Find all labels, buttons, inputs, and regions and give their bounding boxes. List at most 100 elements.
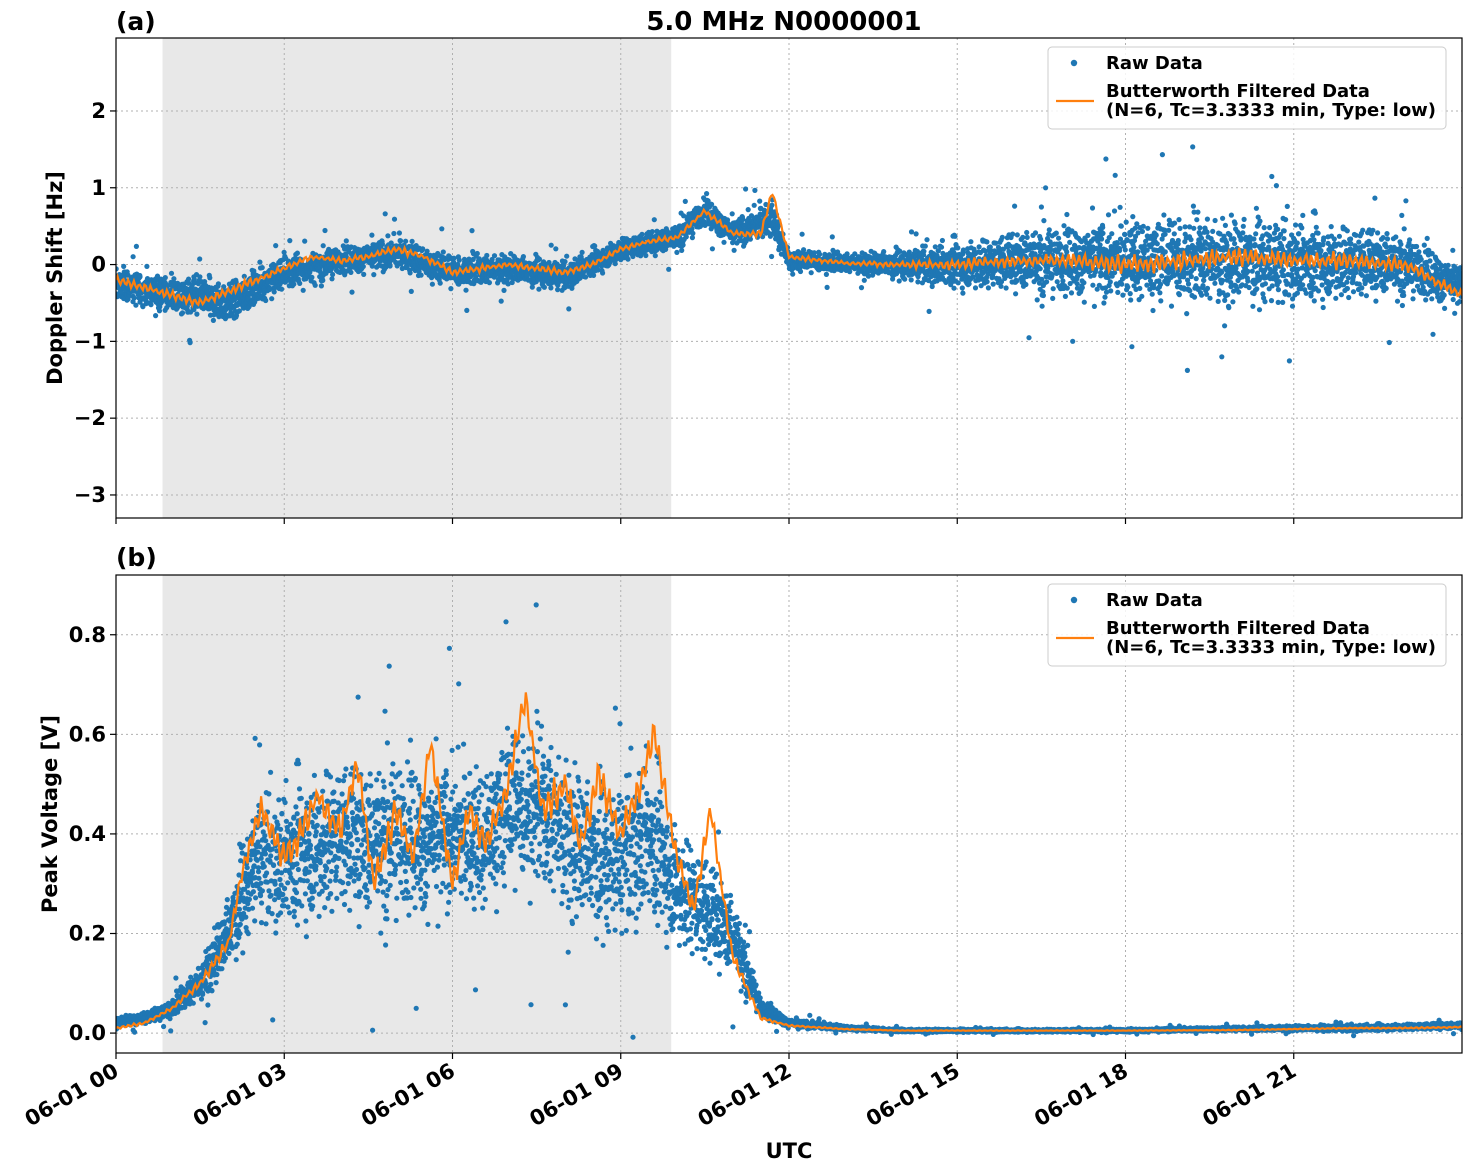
raw-data-point (391, 216, 398, 222)
raw-data-point (221, 284, 227, 290)
raw-data-point (1117, 204, 1123, 210)
raw-data-point (1131, 237, 1138, 244)
raw-data-point (1063, 244, 1069, 250)
raw-data-point (207, 275, 213, 281)
raw-data-point (116, 266, 119, 272)
raw-data-point (757, 198, 763, 204)
raw-data-point (649, 229, 655, 235)
raw-data-point (1053, 230, 1059, 236)
panel-a-ylabel: Doppler Shift [Hz] (43, 171, 67, 385)
raw-data-point (926, 308, 932, 314)
raw-data-point (740, 216, 746, 222)
raw-data-point (938, 244, 945, 250)
raw-data-point (409, 238, 415, 244)
raw-data-point (751, 202, 757, 208)
raw-data-point (1058, 243, 1064, 249)
raw-data-point (1100, 230, 1106, 236)
raw-data-point (1100, 224, 1106, 230)
raw-data-point (1079, 285, 1085, 291)
raw-data-point (424, 248, 430, 254)
raw-data-point (133, 243, 139, 249)
raw-data-point (763, 201, 769, 208)
raw-data-point (125, 272, 131, 278)
raw-data-point (1039, 276, 1045, 282)
raw-data-point (267, 285, 273, 291)
raw-data-point (972, 285, 979, 291)
raw-data-point (743, 186, 749, 192)
raw-data-point (562, 259, 568, 265)
raw-data-point (998, 279, 1005, 285)
raw-data-point (652, 253, 658, 259)
raw-data-point (1044, 279, 1050, 285)
raw-data-point (541, 284, 548, 290)
raw-data-point (985, 285, 992, 291)
raw-data-point (861, 277, 867, 283)
raw-data-point (229, 311, 235, 317)
raw-data-point (1115, 289, 1121, 295)
raw-data-point (273, 243, 279, 249)
raw-data-point (564, 253, 570, 259)
raw-data-point (1116, 248, 1123, 254)
raw-data-point (1013, 291, 1019, 297)
raw-data-point (269, 296, 275, 302)
x-axis-label: UTC (766, 1139, 813, 1163)
raw-data-point (592, 243, 598, 249)
raw-data-point (1125, 284, 1131, 290)
raw-data-point (387, 263, 393, 269)
raw-data-point (960, 247, 967, 253)
raw-data-point (915, 279, 921, 285)
raw-data-point (271, 289, 277, 295)
raw-data-point (674, 249, 680, 255)
raw-data-point (360, 263, 366, 270)
raw-data-point (1122, 231, 1128, 238)
raw-data-point (1094, 286, 1100, 292)
raw-data-point (729, 211, 735, 217)
raw-data-point (1127, 291, 1133, 297)
raw-data-point (361, 271, 367, 277)
raw-data-point (1093, 267, 1099, 273)
raw-data-point (1112, 270, 1118, 276)
raw-data-point (799, 231, 805, 237)
raw-data-point (1141, 243, 1148, 249)
raw-data-point (420, 246, 426, 252)
raw-data-point (1123, 219, 1129, 225)
raw-data-point (330, 271, 336, 278)
raw-data-point (215, 281, 221, 287)
raw-data-point (747, 236, 754, 242)
raw-data-point (548, 242, 554, 248)
raw-data-point (960, 290, 966, 296)
raw-data-point (1107, 279, 1113, 285)
raw-data-point (263, 297, 269, 304)
raw-data-point (709, 201, 715, 207)
raw-data-point (1131, 244, 1137, 250)
raw-data-point (1036, 280, 1043, 286)
raw-data-point (1106, 235, 1112, 241)
raw-data-point (236, 308, 242, 314)
raw-data-point (955, 245, 961, 251)
raw-data-point (988, 247, 994, 253)
raw-data-point (1137, 285, 1143, 291)
raw-data-point (1105, 275, 1111, 281)
panel-b-ylabel: Peak Voltage [V] (38, 715, 62, 913)
raw-data-point (320, 243, 326, 249)
raw-data-point (1056, 235, 1062, 241)
raw-data-point (579, 249, 585, 255)
raw-data-point (908, 229, 915, 235)
raw-data-point (548, 285, 554, 291)
raw-data-point (852, 251, 858, 257)
raw-data-point (251, 268, 257, 274)
raw-data-point (1024, 234, 1030, 240)
raw-data-point (1040, 292, 1046, 299)
raw-data-point (505, 281, 511, 287)
raw-data-point (385, 233, 391, 239)
raw-data-point (1067, 280, 1073, 287)
raw-data-point (1090, 282, 1096, 288)
raw-data-point (1120, 292, 1126, 298)
raw-data-point (391, 230, 397, 237)
raw-data-point (1118, 223, 1124, 229)
raw-data-point (1043, 185, 1049, 191)
raw-data-point (1132, 233, 1139, 240)
raw-data-point (186, 276, 192, 282)
raw-data-point (418, 272, 424, 278)
raw-data-point (922, 243, 928, 249)
